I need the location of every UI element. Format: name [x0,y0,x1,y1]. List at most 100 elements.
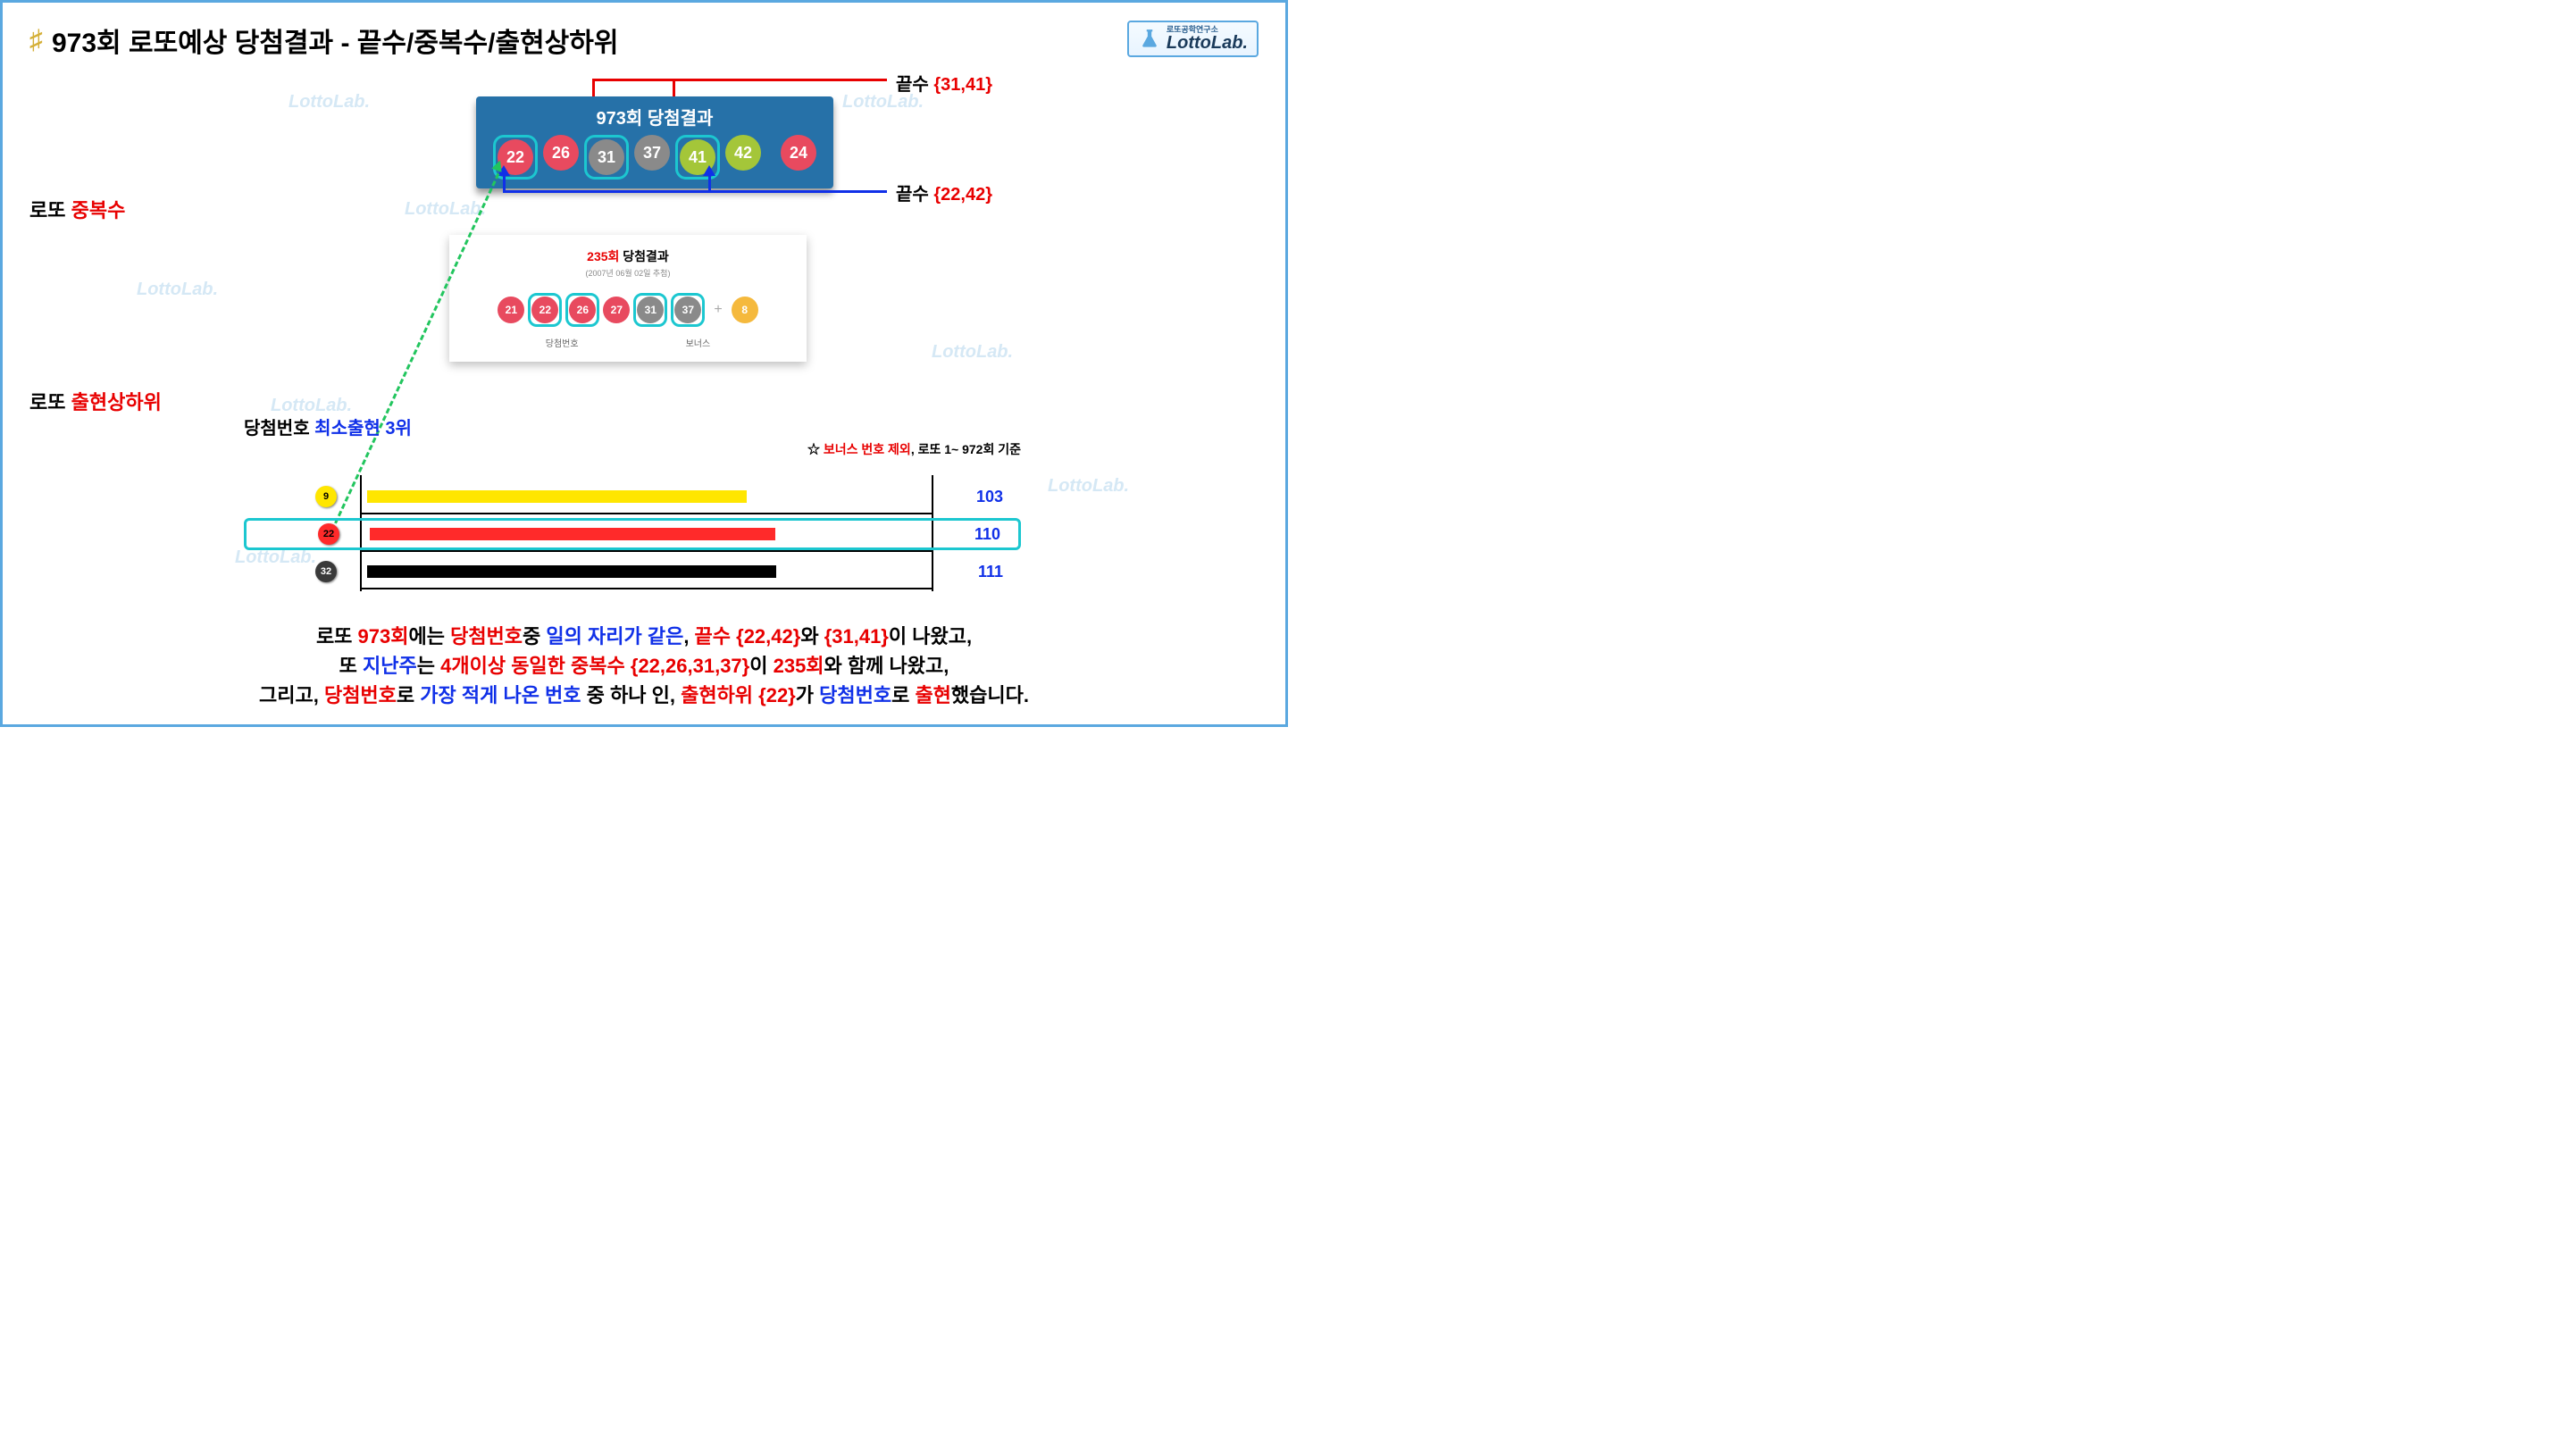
summary-seg: 와 [800,625,824,648]
summary-seg: , [683,625,694,648]
summary-seg: 에는 [408,625,450,648]
summary-seg: 출현하위 {22} [681,684,796,706]
ball: 21 [498,297,524,323]
section-dup: 로또 중복수 [29,195,125,223]
summary-seg: 당첨번호 [324,684,397,706]
chart-row: 22 110 [244,518,1021,550]
watermark: LottoLab. [932,342,1013,363]
summary-seg: 로 [397,684,420,706]
summary-seg: 와 함께 나왔고, [824,655,949,677]
bar-value: 103 [976,488,1003,506]
bonus-ball: 8 [732,297,758,323]
ball: 42 [725,135,761,171]
ball-highlight: 31 [633,293,667,327]
chart-title: 당첨번호 최소출현 3위 [244,414,1021,439]
chart-ball: 22 [318,523,339,545]
watermark: LottoLab. [137,280,218,300]
ball: 26 [543,135,579,171]
ball: 37 [634,135,670,171]
watermark: LottoLab. [1048,476,1129,497]
summary-seg: 출현 [915,684,950,706]
chart-row: 9 103 [244,480,1021,513]
bar [367,565,776,578]
summary-seg: 했습니다. [951,684,1029,706]
summary-seg: 당첨번호 [819,684,891,706]
ball-highlight: 26 [565,293,599,327]
prev-balls: 212226273137+8 [462,293,794,327]
arrow-line [592,79,595,96]
summary-seg: 지난주 [363,655,417,677]
chart-ball: 9 [315,486,337,507]
prev-labels: 당첨번호 보너스 [462,336,794,349]
ball-highlight: 37 [671,293,705,327]
bonus-ball: 24 [781,135,816,171]
summary-seg: 이 나왔고, [889,625,972,648]
header: ♯ 973회 로또예상 당첨결과 - 끝수/중복수/출현상하위 로또공학연구소 … [29,21,1259,60]
summary-seg: 끝수 {22,42} [695,625,801,648]
flask-icon [1138,28,1161,51]
ball: 31 [637,297,664,323]
summary-seg: 로 [891,684,915,706]
ball: 27 [603,297,630,323]
hash-icon: ♯ [29,25,43,55]
bar-value: 111 [978,563,1003,581]
bar [370,528,775,540]
summary-seg: 중복수 {22,26,31,37} [571,655,749,677]
watermark: LottoLab. [289,92,370,113]
arrow-line [503,174,506,192]
summary-seg: {31,41} [824,625,889,648]
annotation-top: 끝수 {31,41} [896,70,992,96]
arrow-line [673,79,675,96]
annotation-bottom: 끝수 {22,42} [896,180,992,205]
chart-note: ☆ 보너스 번호 제외, 로또 1~ 972회 기준 [807,440,1021,458]
summary-seg: 가장 적게 나온 번호 [420,684,581,706]
logo: 로또공학연구소 LottoLab. [1127,21,1259,57]
gridline [360,550,932,552]
ball: 26 [569,297,596,323]
summary-seg: 그리고, [259,684,324,706]
page-title: ♯ 973회 로또예상 당첨결과 - 끝수/중복수/출현상하위 [29,21,618,60]
ball: 37 [674,297,701,323]
chart: 당첨번호 최소출현 3위 ☆ 보너스 번호 제외, 로또 1~ 972회 기준 … [244,414,1021,591]
arrow-line [503,190,887,193]
ball: 22 [531,297,558,323]
summary-seg: 4개이상 동일한 [440,655,565,677]
ball: 31 [589,139,624,175]
ball-row: 22263137414224 [476,135,833,180]
result-title: 973회 당첨결과 [476,104,833,130]
summary-seg: 가 [796,684,819,706]
watermark: LottoLab. [405,199,486,220]
arrow-line [708,174,711,192]
summary-line: 또 지난주는 4개이상 동일한 중복수 {22,26,31,37}이 235회와… [3,651,1285,681]
chart-row: 32 111 [244,556,1021,588]
bar [367,490,747,503]
ball-highlight: 22 [528,293,562,327]
summary-seg: 당첨번호 [450,625,523,648]
section-freq: 로또 출현상하위 [29,387,162,415]
page: LottoLab. LottoLab. LottoLab. LottoLab. … [3,3,1285,724]
arrow-head-icon [703,165,715,176]
summary-seg: 973회 [358,625,409,648]
prev-title: 235회 당첨결과 [462,247,794,265]
summary-line: 그리고, 당첨번호로 가장 적게 나온 번호 중 하나 인, 출현하위 {22}… [3,681,1285,710]
summary-seg: 중 [523,625,546,648]
logo-en: LottoLab. [1167,34,1248,52]
summary: 로또 973회에는 당첨번호중 일의 자리가 같은, 끝수 {22,42}와 {… [3,622,1285,710]
title-text: 973회 로또예상 당첨결과 - 끝수/중복수/출현상하위 [52,21,618,60]
chart-ball: 32 [315,561,337,582]
summary-seg: 이 [749,655,773,677]
summary-seg: 235회 [774,655,824,677]
summary-line: 로또 973회에는 당첨번호중 일의 자리가 같은, 끝수 {22,42}와 {… [3,622,1285,651]
arrow-line [592,79,887,81]
prev-result-card: 235회 당첨결과 (2007년 06월 02일 추첨) 21 22 26 27 31 3… [449,235,807,362]
summary-seg: 는 [417,655,440,677]
summary-seg: 일의 자리가 같은 [546,625,683,648]
summary-seg: 로또 [316,625,358,648]
bar-value: 110 [974,525,1000,544]
gridline [360,513,932,514]
chart-grid: 9 103 22 110 32 111 [244,475,1021,591]
prev-subtitle: (2007년 06월 02일 추첨) [462,267,794,279]
summary-seg: 중 하나 인, [581,684,682,706]
ball-highlight: 31 [584,135,629,180]
summary-seg: 또 [339,655,363,677]
